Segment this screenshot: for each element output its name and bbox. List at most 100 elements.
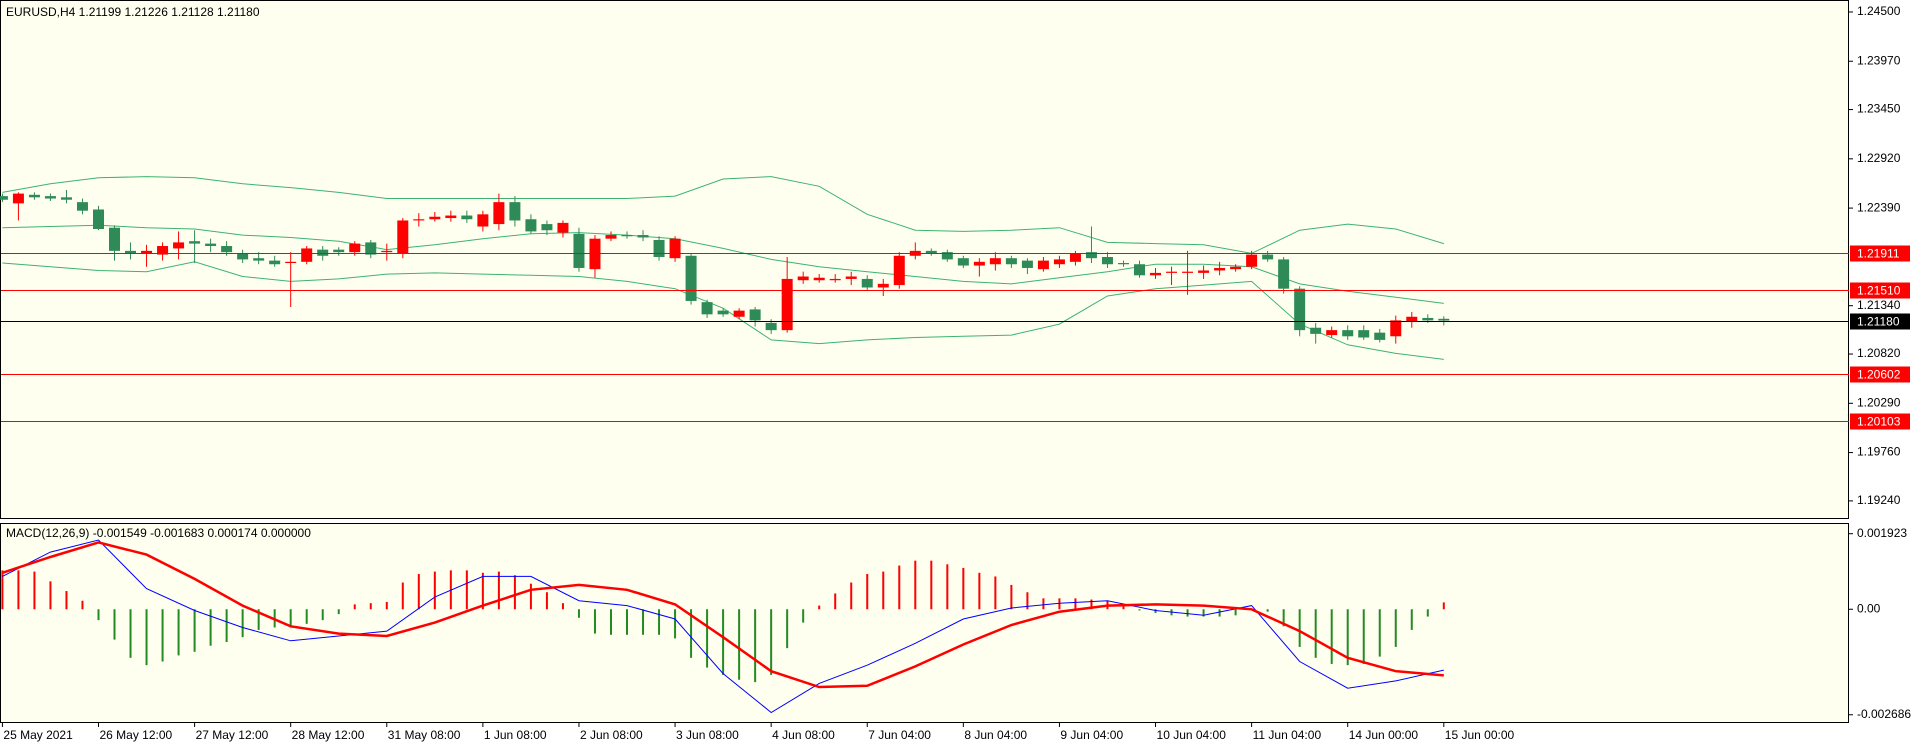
candle-body <box>1101 256 1113 265</box>
x-tick-label: 8 Jun 04:00 <box>964 728 1027 742</box>
candle-body <box>221 246 233 253</box>
candle-body <box>413 219 425 221</box>
candle-body <box>285 261 297 264</box>
x-tick-label: 2 Jun 08:00 <box>580 728 643 742</box>
x-tick-label: 11 Jun 04:00 <box>1253 728 1322 742</box>
candle-body <box>605 235 617 239</box>
candle-body <box>669 238 681 259</box>
candle-body <box>1358 330 1370 338</box>
band-line <box>2 176 1444 254</box>
price-level-box <box>1850 413 1910 430</box>
candle-body <box>1294 288 1306 331</box>
candle-body <box>1198 270 1210 273</box>
candle-body <box>1230 266 1242 270</box>
candle-body <box>893 255 905 286</box>
x-tick-label: 25 May 2021 <box>3 728 73 742</box>
chart-title: EURUSD,H4 1.21199 1.21226 1.21128 1.2118… <box>6 5 260 19</box>
candle-body <box>301 248 313 262</box>
candle-body <box>925 250 937 254</box>
x-tick-label: 26 May 12:00 <box>99 728 172 742</box>
candle-body <box>397 220 409 254</box>
candle-body <box>189 241 201 244</box>
y-tick-label: 1.19760 <box>1857 445 1901 459</box>
candle-body <box>317 249 329 256</box>
y-tick-label: 1.20820 <box>1857 346 1901 360</box>
candle-body <box>1246 254 1258 267</box>
candle-body <box>1085 252 1097 259</box>
macd-line <box>2 539 1444 714</box>
y-tick-label: 1.20290 <box>1857 395 1901 409</box>
price-level-box <box>1850 282 1910 299</box>
candle-body <box>1422 317 1434 321</box>
candle-body <box>733 310 745 317</box>
candle-body <box>1406 316 1418 322</box>
candle-body <box>717 310 729 315</box>
candle-body <box>685 255 697 301</box>
candle-body <box>973 261 985 266</box>
candle-body <box>637 235 649 238</box>
signal-line <box>2 541 1444 689</box>
candle-body <box>157 246 169 255</box>
candle-body <box>941 252 953 260</box>
x-tick-label: 10 Jun 04:00 <box>1157 728 1227 742</box>
candle-body <box>1342 330 1354 337</box>
candle-body <box>381 250 393 253</box>
candle-body <box>1438 318 1450 321</box>
candle-body <box>12 193 24 204</box>
price-level-label: 1.21510 <box>1857 284 1901 298</box>
candle-body <box>365 242 377 255</box>
candle-body <box>573 233 585 268</box>
candle-body <box>1069 253 1081 262</box>
candle-body <box>1374 332 1386 340</box>
candle-body <box>1326 330 1338 336</box>
candle-body <box>525 219 537 232</box>
y-tick-label: 1.23450 <box>1857 102 1901 116</box>
candle-body <box>509 202 521 221</box>
band-line <box>2 261 1444 360</box>
candle-body <box>493 202 505 225</box>
candle-body <box>429 216 441 220</box>
x-tick-label: 7 Jun 04:00 <box>868 728 931 742</box>
candle-body <box>781 278 793 331</box>
candle-body <box>109 227 121 251</box>
candle-body <box>44 196 56 199</box>
candle-body <box>28 194 40 198</box>
candle-body <box>237 253 249 260</box>
y-tick-label: 0.00 <box>1857 601 1881 615</box>
candle-body <box>861 278 873 288</box>
candle-body <box>461 215 473 220</box>
price-level-label: 1.21911 <box>1857 247 1900 261</box>
candle-body <box>1037 260 1049 270</box>
y-tick-label: 1.19240 <box>1857 493 1901 507</box>
y-tick-label: 1.23970 <box>1857 53 1901 67</box>
band-line <box>2 224 1444 304</box>
candle-body <box>701 302 713 315</box>
candle-body <box>653 239 665 257</box>
candle-body <box>797 276 809 281</box>
candle-body <box>92 209 104 230</box>
x-tick-label: 4 Jun 08:00 <box>772 728 835 742</box>
candle-body <box>813 277 825 281</box>
y-tick-label: 1.21340 <box>1857 298 1901 312</box>
x-tick-label: 3 Jun 08:00 <box>676 728 739 742</box>
candle-body <box>205 243 217 247</box>
candle-body <box>60 197 72 200</box>
candle-body <box>1150 272 1162 276</box>
candle-body <box>1214 267 1226 271</box>
indicator-title: MACD(12,26,9) -0.001549 -0.001683 0.0001… <box>6 526 311 540</box>
price-level-label: 1.21180 <box>1857 315 1900 329</box>
candle-body <box>621 235 633 237</box>
x-tick-label: 14 Jun 00:00 <box>1349 728 1419 742</box>
candle-body <box>557 222 569 233</box>
candle-body <box>957 258 969 266</box>
candle-body <box>445 215 457 219</box>
y-tick-label: 0.001923 <box>1857 526 1907 540</box>
candle-body <box>845 276 857 279</box>
candle-body <box>1390 320 1402 337</box>
macd-panel <box>0 523 1849 723</box>
candle-body <box>269 260 281 265</box>
y-tick-label: 1.22390 <box>1857 200 1901 214</box>
candle-body <box>333 249 345 253</box>
candle-body <box>1166 271 1178 273</box>
